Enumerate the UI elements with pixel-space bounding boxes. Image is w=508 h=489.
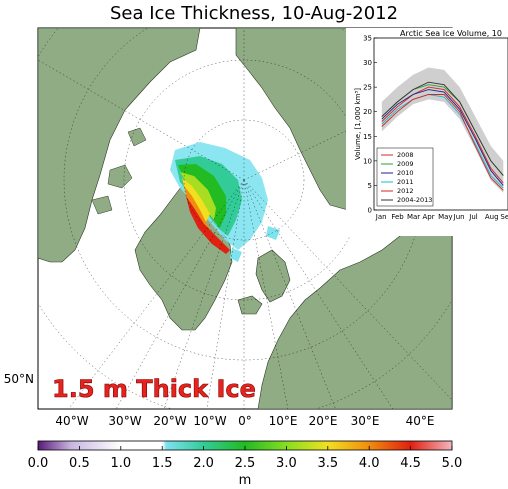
inset-legend-label: 2004-2013 (397, 196, 432, 204)
colorbar-unit: m (239, 473, 252, 488)
inset-series-line (381, 89, 504, 186)
inset-legend-label: 2011 (397, 178, 414, 186)
colorbar-ticks: 0.0 0.5 1.0 1.5 2.0 2.5 3.0 3.5 4.0 4.5 5.0 (28, 446, 463, 471)
lon-label: 10°E (269, 414, 298, 428)
inset-month-label: Jul (468, 213, 478, 221)
polar-map (38, 28, 452, 409)
lon-label: 30°E (351, 414, 380, 428)
colorbar-tick-label: 2.0 (193, 456, 214, 471)
inset-ylabel: Volume, [1,000 km³] (354, 88, 362, 160)
land-scandinavia (255, 249, 291, 303)
inset-series-line (381, 94, 504, 189)
inset-legend-box (376, 147, 434, 207)
map-title: Sea Ice Thickness, 10-Aug-2012 (109, 3, 399, 24)
lon-label: 20°W (153, 414, 186, 428)
inset-ytick-label: 10 (363, 157, 372, 165)
inset-series-line (381, 81, 504, 176)
inset-range-band (381, 67, 504, 193)
inset-series-line (381, 86, 504, 184)
inset-legend-label: 2010 (397, 169, 414, 177)
inset-legend-label: 2012 (397, 187, 414, 195)
land-islands (91, 127, 147, 215)
inset-month-label: Se (500, 213, 508, 221)
inset-chart: Arctic Sea Ice Volume, 10 Volume, [1,000… (346, 28, 508, 236)
colorbar-tick-label: 2.5 (235, 456, 256, 471)
inset-ytick-label: 35 (363, 35, 372, 43)
inset-month-label: Apr (423, 213, 435, 221)
colorbar-tick-label: 0.5 (69, 456, 90, 471)
inset-title: Arctic Sea Ice Volume, 10 (400, 29, 502, 38)
colorbar-tick-label: 4.5 (400, 456, 421, 471)
inset-month-label: Aug (485, 213, 499, 221)
colorbar-tick-label: 3.5 (317, 456, 338, 471)
inset-month-label: Mar (407, 213, 420, 221)
lon-label: 10°W (193, 414, 226, 428)
colorbar-tick-label: 4.0 (359, 456, 380, 471)
inset-ytick-label: 5 (368, 182, 372, 190)
inset-ytick-label: 25 (363, 84, 372, 92)
colorbar-tick-label: 5.0 (442, 456, 463, 471)
lat-label: 50°N (4, 372, 34, 386)
inset-legend-label: 2008 (397, 151, 414, 159)
inset-month-label: May (438, 213, 452, 221)
land-north-america (38, 28, 201, 263)
inset-ytick-label: 20 (363, 108, 372, 116)
inset-ytick-label: 15 (363, 133, 372, 141)
inset-month-label: Feb (391, 213, 404, 221)
thick-ice-annotation: 1.5 m Thick Ice (52, 375, 256, 403)
lon-label: 20°E (309, 414, 338, 428)
colorbar-tick-label: 0.0 (28, 456, 49, 471)
inset-month-label: Jun (453, 213, 465, 221)
inset-ytick-label: 30 (363, 59, 372, 67)
inset-legend-label: 2009 (397, 160, 414, 168)
sea-ice (170, 142, 280, 262)
inset-ytick-label: 0 (368, 207, 372, 215)
lon-labels: 40°W 30°W 20°W 10°W 0° 10°E 20°E 30°E 40°E (55, 414, 434, 428)
colorbar-tick-label: 3.0 (276, 456, 297, 471)
lon-label: 0° (238, 414, 252, 428)
inset-month-label: Jan (375, 213, 387, 221)
lon-label: 40°W (55, 414, 88, 428)
lon-label: 30°W (108, 414, 141, 428)
colorbar-tick-label: 1.5 (152, 456, 173, 471)
lon-label: 40°E (406, 414, 435, 428)
inset-series-line (381, 94, 504, 191)
colorbar-tick-label: 1.0 (110, 456, 131, 471)
